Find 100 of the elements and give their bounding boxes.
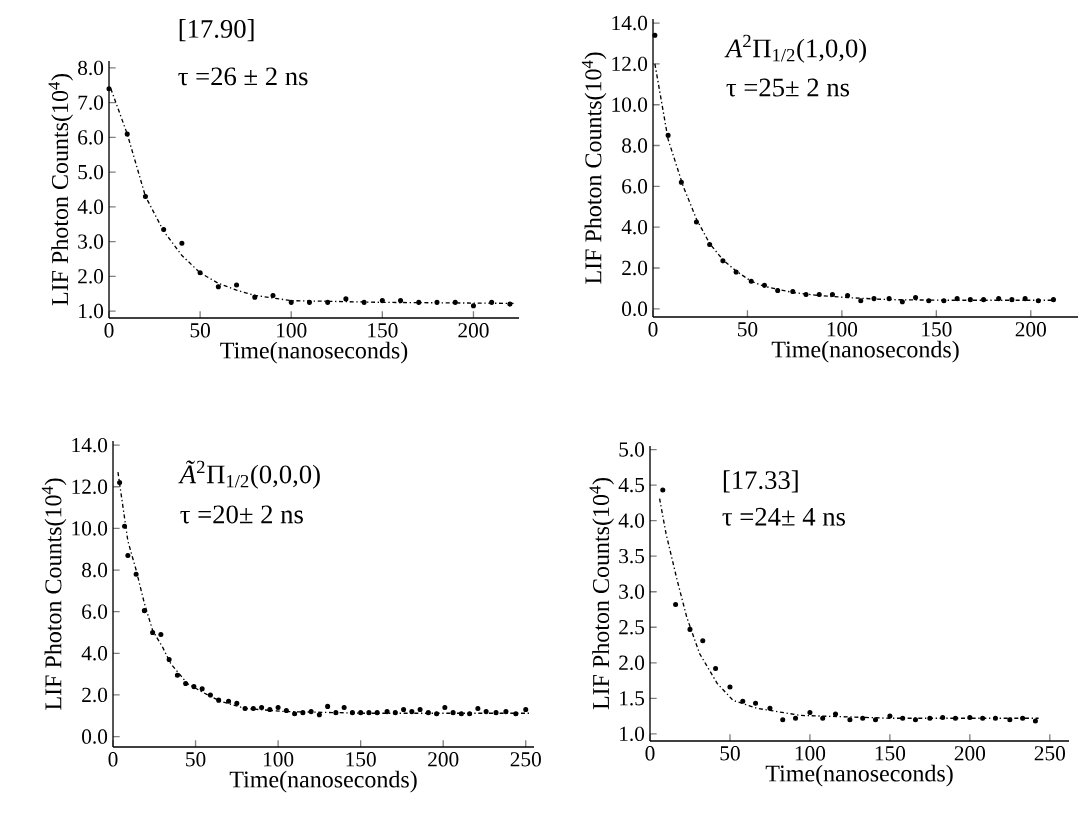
point — [300, 710, 306, 716]
point — [226, 698, 232, 704]
point — [992, 715, 998, 721]
point — [845, 293, 851, 299]
point — [470, 303, 476, 309]
point — [316, 712, 322, 718]
point — [183, 680, 189, 687]
x-tick-label: 100 — [795, 746, 826, 761]
point — [124, 131, 130, 137]
point — [166, 657, 172, 663]
point — [379, 298, 385, 304]
point — [748, 278, 754, 284]
point — [816, 292, 822, 298]
x-tick-label: 50 — [190, 323, 210, 338]
x-tick-label: 150 — [922, 322, 952, 337]
annotation: τ =24± 4 ns — [722, 507, 846, 526]
point — [401, 706, 407, 713]
y-tick-label: 6.0 — [622, 179, 648, 194]
point — [283, 708, 289, 714]
point — [417, 706, 423, 713]
y-tick-label: 2.0 — [622, 260, 648, 276]
point — [434, 299, 440, 305]
text: [17.90] — [179, 19, 254, 42]
point — [507, 301, 513, 307]
point — [361, 299, 367, 305]
y-tick-label: 6.0 — [78, 130, 104, 145]
y-tick-label: 4.0 — [81, 646, 108, 661]
point — [847, 717, 853, 723]
point — [409, 709, 415, 715]
point — [780, 717, 786, 723]
point — [952, 715, 958, 721]
point — [374, 710, 380, 716]
annotation: Ã$^{2}$Π$_{1/2}$(0,0,0) — [178, 460, 320, 489]
point — [740, 698, 746, 704]
point — [872, 717, 879, 723]
y-tick-label: 3.0 — [78, 234, 104, 249]
point — [858, 298, 864, 304]
point — [660, 487, 666, 493]
point — [832, 711, 839, 717]
point — [161, 226, 167, 232]
y-tick-label: 1.0 — [620, 726, 645, 742]
point — [333, 710, 339, 716]
point — [122, 523, 128, 529]
point — [458, 711, 464, 717]
point — [292, 711, 298, 717]
point — [234, 282, 240, 288]
point — [467, 711, 473, 717]
y-tick-label: 8.0 — [82, 562, 108, 578]
point — [288, 299, 294, 305]
point — [216, 697, 222, 703]
point — [493, 710, 499, 716]
y-tick-label: 2.0 — [78, 269, 104, 284]
x-tick-label: 50 — [720, 746, 740, 761]
point — [727, 684, 733, 690]
y-tick-label: 4.0 — [77, 199, 104, 215]
y-tick-label: 1.0 — [79, 303, 104, 319]
point — [452, 299, 458, 305]
point — [1022, 296, 1028, 302]
y-tick-label: 14.0 — [612, 15, 648, 31]
point — [425, 710, 431, 716]
annotation: τ =25± 2 ns — [726, 78, 850, 97]
point — [117, 480, 123, 486]
point — [871, 296, 877, 302]
y-axis-title: LIF Photon Counts(10$^{4}$) — [41, 478, 67, 710]
y-tick-label: 5.0 — [78, 164, 104, 180]
point — [207, 692, 213, 698]
point — [1035, 298, 1041, 304]
x-tick-label: 200 — [458, 323, 489, 338]
point — [392, 710, 398, 716]
point — [1050, 297, 1056, 303]
point — [980, 715, 986, 721]
point — [967, 297, 973, 303]
y-tick-label: 5.0 — [619, 442, 645, 457]
point — [267, 706, 273, 713]
point — [899, 299, 905, 305]
y-tick-label: 12.0 — [72, 479, 108, 495]
point — [343, 296, 349, 302]
y-tick-label: 4.0 — [618, 513, 645, 528]
x-axis-title: Time(nanoseconds) — [220, 341, 408, 364]
point — [700, 638, 706, 644]
point — [665, 132, 671, 138]
x-tick-label: 0 — [645, 746, 655, 761]
point — [197, 270, 203, 276]
y-tick-label: 1.5 — [620, 691, 645, 706]
point — [141, 608, 147, 614]
y-tick-label: 0.0 — [622, 301, 648, 317]
point — [384, 709, 390, 715]
point — [199, 686, 205, 692]
x-tick-label: 0 — [648, 322, 658, 337]
point — [652, 32, 658, 38]
point — [673, 601, 679, 608]
x-tick-label: 250 — [510, 752, 541, 767]
point — [1007, 717, 1013, 723]
x-axis-title: Time(nanoseconds) — [765, 764, 953, 787]
y-tick-label: 10.0 — [72, 521, 108, 536]
point — [790, 288, 796, 295]
x-axis-title: Time(nanoseconds) — [229, 770, 417, 793]
y-tick-label: 2.5 — [619, 620, 645, 635]
y-tick-label: 3.0 — [619, 584, 645, 599]
y-tick-label: 8.0 — [78, 60, 104, 76]
